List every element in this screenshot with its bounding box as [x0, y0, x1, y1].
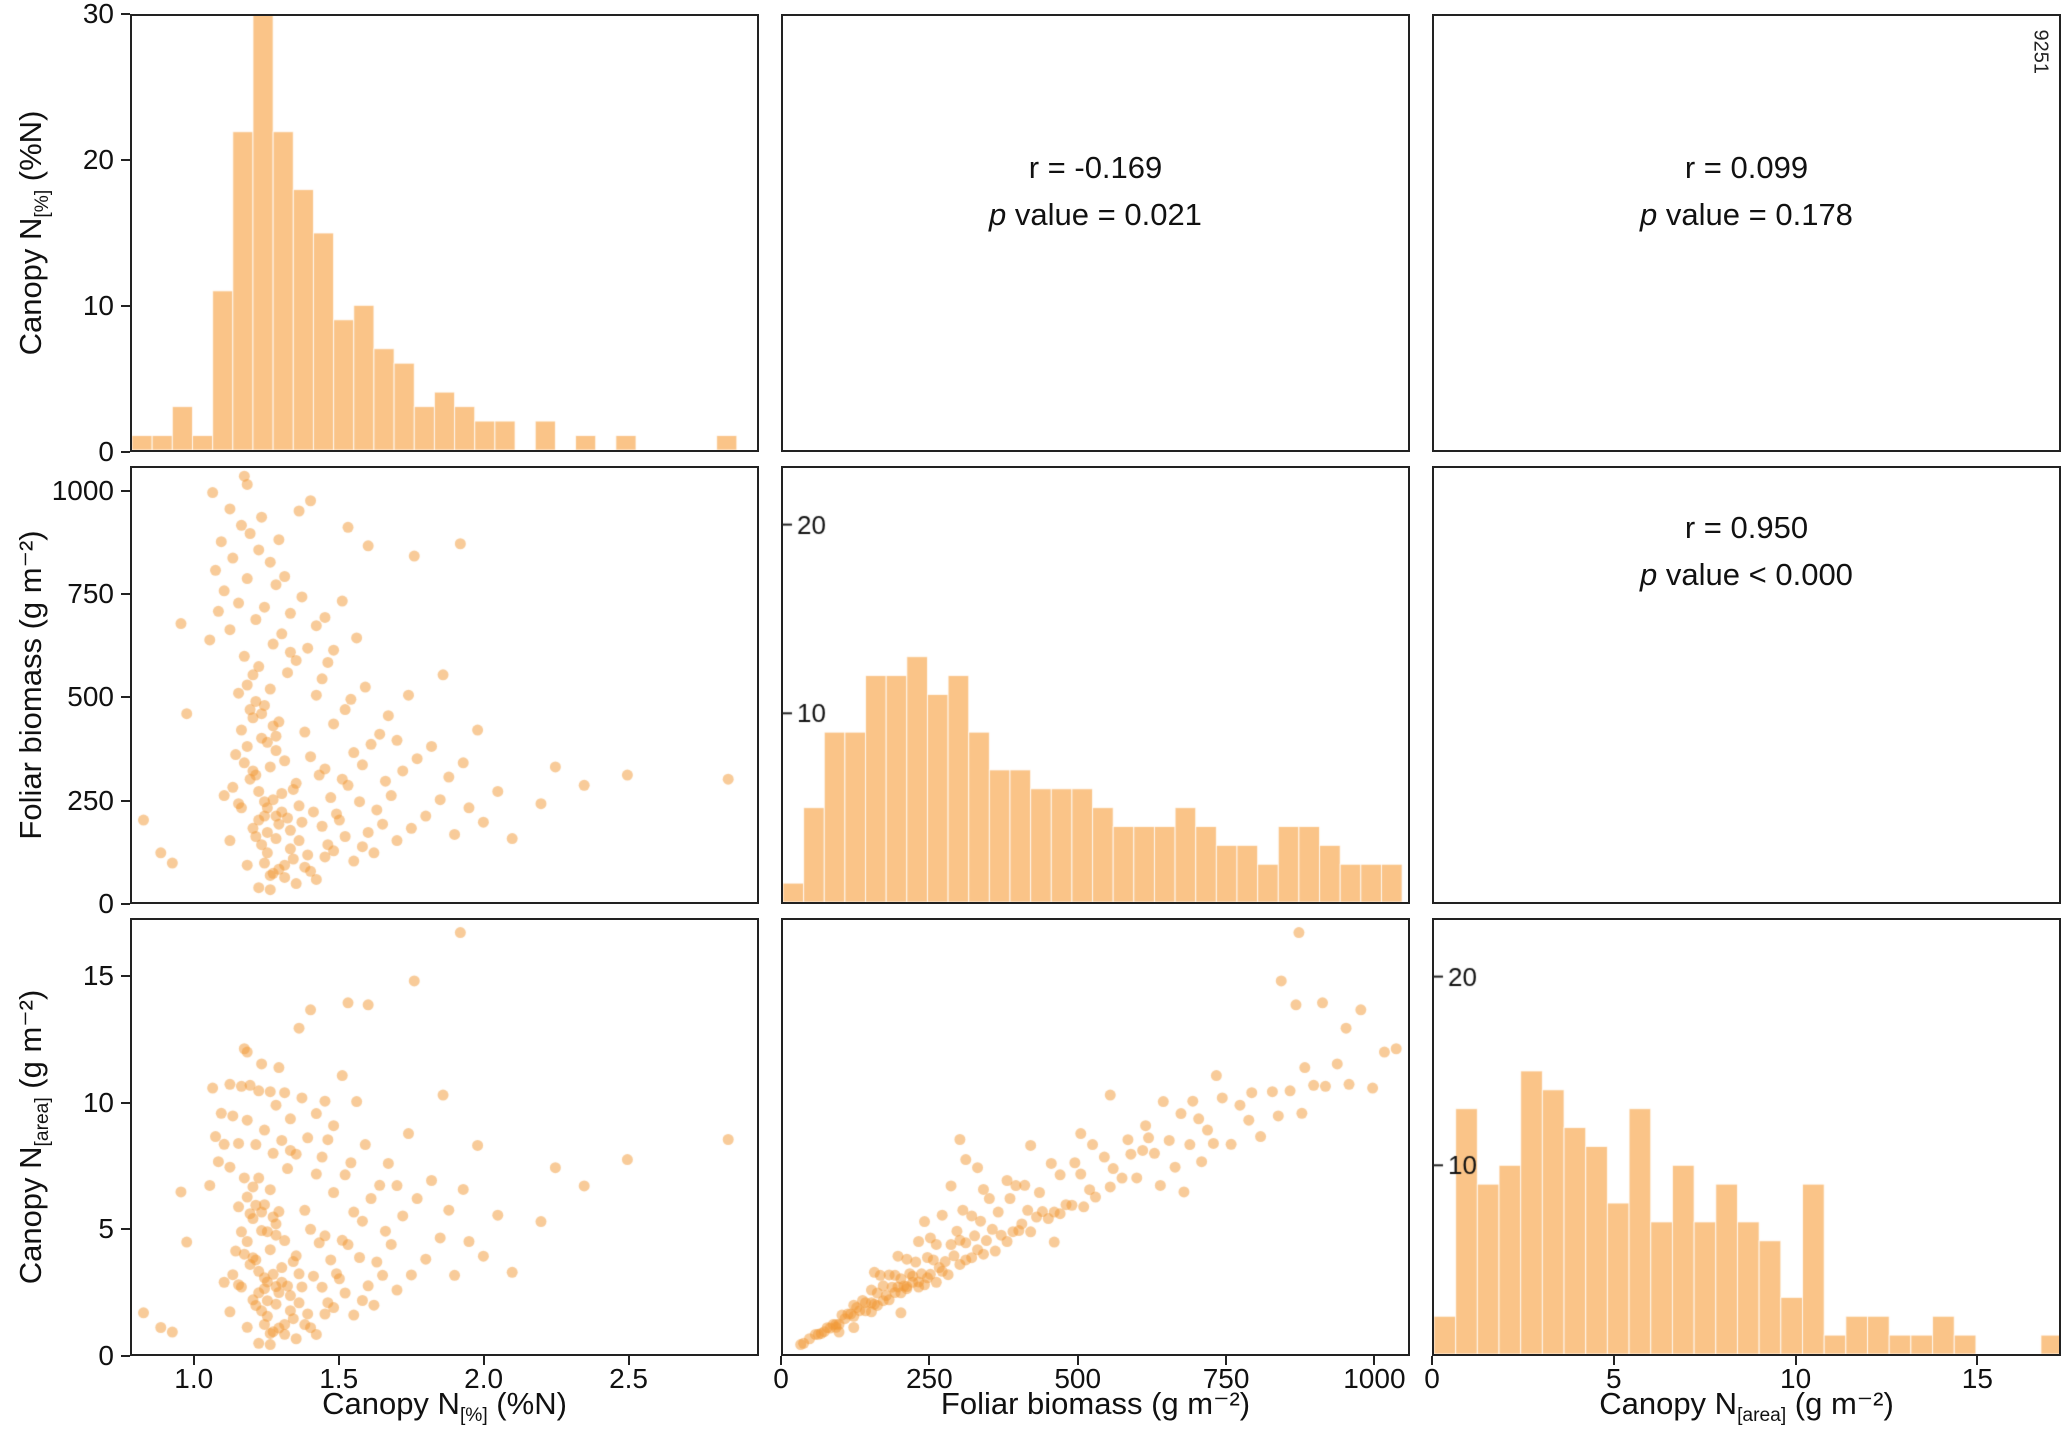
x-axis-title-col2-base: Foliar biomass	[940, 1386, 1143, 1421]
y-axis-title-row1-sub: [%]	[32, 189, 54, 218]
y-tick-mark	[121, 975, 130, 978]
corr-r-value: r = -0.169	[1028, 150, 1163, 185]
x-tick-mark	[1612, 1356, 1615, 1365]
y-axis-title-row1-base: Canopy N	[13, 217, 48, 356]
x-tick-label: 2.5	[609, 1363, 649, 1394]
scatter-narea-vs-npct-canvas	[132, 920, 757, 1354]
p-symbol: p	[989, 197, 1007, 232]
corr-text-npct-biomass: r = -0.169 p value = 0.021	[783, 16, 1408, 238]
y-tick-label: 10	[82, 1086, 114, 1118]
y-tick-mark	[121, 799, 130, 802]
x-tick-label: 1.0	[174, 1363, 214, 1394]
figure-id-label: 9251	[2029, 29, 2052, 75]
x-tick-mark	[1373, 1356, 1376, 1365]
x-tick-label: 0	[773, 1363, 789, 1394]
x-axis-title-col3-base: Canopy N	[1599, 1386, 1738, 1421]
corr-p-value: p value = 0.178	[1640, 191, 1853, 238]
y-tick-mark	[121, 1355, 130, 1357]
x-axis-title-col3-sub: [area]	[1737, 1405, 1787, 1427]
panel-hist-canopy-n-pct	[130, 14, 759, 452]
x-tick-label: 1000	[1343, 1363, 1406, 1394]
corr-p-value: p value = 0.021	[989, 191, 1202, 238]
x-tick-mark	[1076, 1356, 1079, 1365]
x-axis-title-col3: Canopy N[area] (g m⁻²)	[1432, 1386, 2061, 1427]
y-tick-mark	[121, 159, 130, 161]
y-tick-label: 0	[98, 1340, 114, 1371]
x-axis-title-col1-base: Canopy N	[322, 1386, 460, 1421]
x-tick-label: 10	[1780, 1363, 1812, 1394]
y-axis-title-row1: Canopy N[%] (%N)	[10, 14, 54, 452]
x-tick-label: 2.0	[464, 1363, 504, 1394]
panel-scatter-biomass-vs-npct	[130, 466, 759, 904]
x-tick-mark	[192, 1356, 195, 1365]
x-tick-mark	[1225, 1356, 1228, 1365]
p-rest: value = 0.178	[1657, 197, 1853, 232]
y-tick-mark	[121, 489, 130, 492]
corr-p-value: p value < 0.000	[1640, 551, 1853, 598]
y-tick-label: 0	[98, 436, 114, 467]
x-tick-label: 500	[1054, 1363, 1102, 1394]
y-tick-label: 500	[67, 681, 114, 713]
y-tick-mark	[121, 903, 130, 905]
p-rest: value = 0.021	[1006, 197, 1202, 232]
x-tick-label: 5	[1605, 1363, 1622, 1394]
hist-canopy-n-area-canvas	[1434, 920, 2059, 1354]
y-tick-mark	[121, 451, 130, 453]
x-tick-mark	[1431, 1356, 1433, 1365]
x-tick-mark	[482, 1356, 485, 1365]
panel-corr-npct-narea: r = 0.099 p value = 0.178	[1432, 14, 2061, 452]
scatter-narea-vs-biomass-canvas	[783, 920, 1408, 1354]
y-tick-label: 0	[98, 888, 114, 919]
x-axis-title-col2: Foliar biomass (g m⁻²)	[781, 1386, 1410, 1427]
y-tick-label: 20	[82, 144, 114, 175]
y-tick-label: 750	[67, 578, 114, 610]
x-tick-mark	[780, 1356, 782, 1365]
y-tick-label: 1000	[51, 474, 114, 506]
x-axis-title-col1: Canopy N[%] (%N)	[130, 1386, 759, 1427]
x-tick-label: 15	[1961, 1363, 1993, 1394]
p-rest: value < 0.000	[1657, 557, 1853, 592]
y-tick-mark	[121, 13, 130, 15]
y-tick-label: 250	[67, 784, 114, 816]
panel-corr-npct-biomass: r = -0.169 p value = 0.021	[781, 14, 1410, 452]
p-symbol: p	[1640, 557, 1658, 592]
hist-canopy-n-pct-canvas	[132, 16, 757, 450]
corr-r-value: r = 0.099	[1684, 150, 1809, 185]
x-tick-mark	[928, 1356, 931, 1365]
x-axis-title-col3-unit: (g m⁻²)	[1786, 1386, 1894, 1421]
hist-foliar-biomass-canvas	[783, 468, 1408, 902]
x-axis-title-col2-unit: (g m⁻²)	[1142, 1386, 1251, 1421]
y-tick-label: 10	[82, 290, 114, 321]
panel-scatter-narea-vs-npct	[130, 918, 759, 1356]
x-tick-label: 250	[905, 1363, 953, 1394]
y-tick-label: 15	[82, 960, 114, 992]
x-axis-title-col1-unit: (%N)	[487, 1386, 567, 1421]
corr-r-value: r = 0.950	[1684, 510, 1809, 545]
corr-text-biomass-narea: r = 0.950 p value < 0.000	[1434, 468, 2059, 598]
p-symbol: p	[1640, 197, 1658, 232]
x-tick-mark	[1794, 1356, 1797, 1365]
corr-text-npct-narea: r = 0.099 p value = 0.178	[1434, 16, 2059, 238]
x-axis-title-col1-sub: [%]	[459, 1405, 488, 1427]
x-tick-label: 750	[1202, 1363, 1250, 1394]
y-tick-mark	[121, 305, 130, 307]
panel-hist-canopy-n-area	[1432, 918, 2061, 1356]
y-tick-mark	[121, 1228, 130, 1231]
panel-scatter-narea-vs-biomass	[781, 918, 1410, 1356]
y-tick-label: 5	[98, 1213, 114, 1245]
scatter-biomass-vs-npct-canvas	[132, 468, 757, 902]
x-tick-mark	[1976, 1356, 1979, 1365]
y-tick-mark	[121, 696, 130, 699]
y-tick-mark	[121, 593, 130, 596]
y-tick-mark	[121, 1101, 130, 1104]
y-axis-title-row3-unit: (g m⁻²)	[13, 989, 48, 1098]
x-tick-mark	[627, 1356, 630, 1365]
x-tick-label: 0	[1424, 1363, 1440, 1394]
x-tick-label: 1.5	[319, 1363, 359, 1394]
y-tick-label: 30	[82, 0, 114, 29]
x-tick-mark	[337, 1356, 340, 1365]
panel-corr-biomass-narea: r = 0.950 p value < 0.000	[1432, 466, 2061, 904]
panel-hist-foliar-biomass	[781, 466, 1410, 904]
